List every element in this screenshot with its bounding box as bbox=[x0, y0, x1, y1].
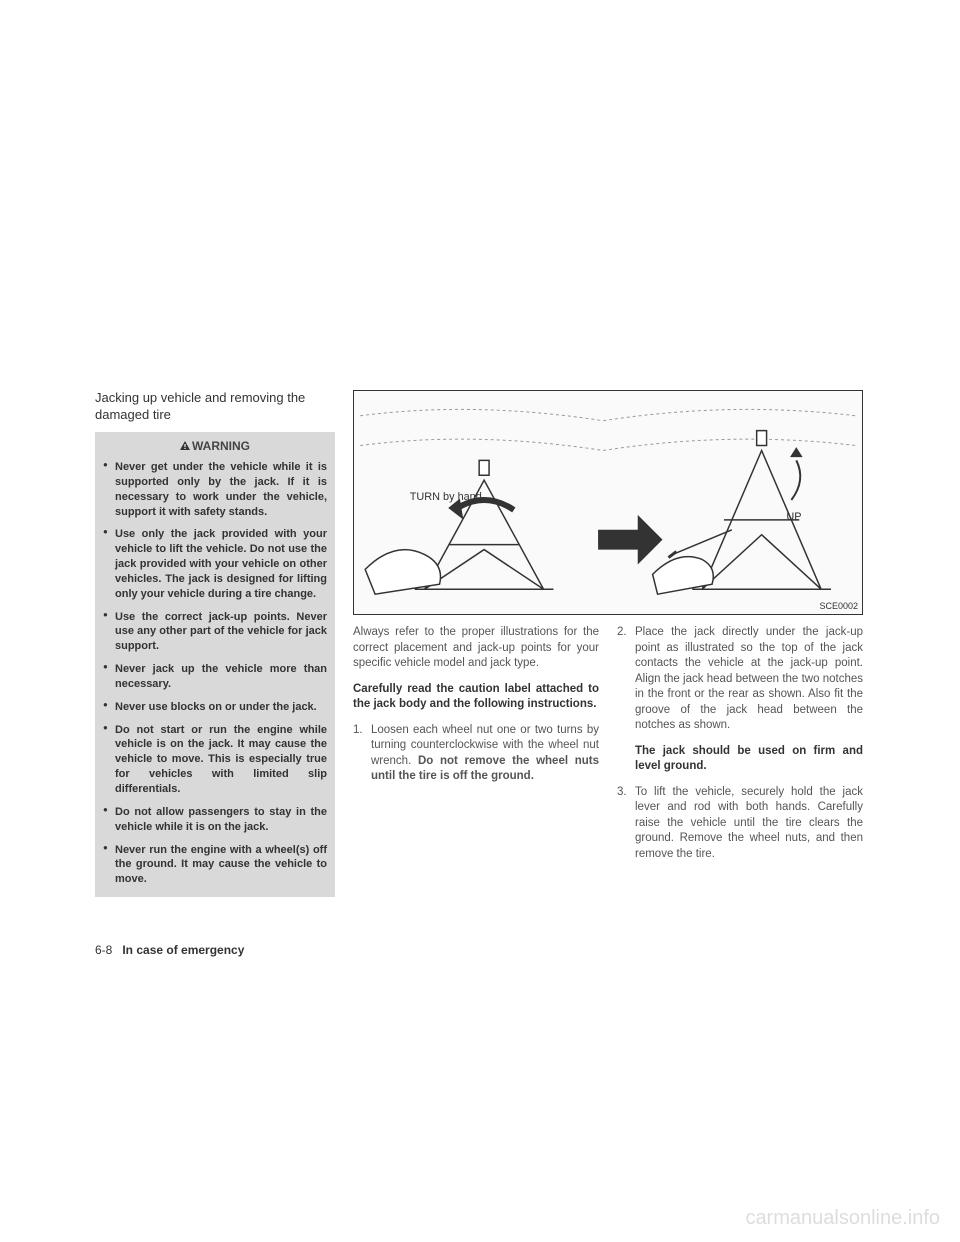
warning-item: Do not allow passengers to stay in the v… bbox=[103, 805, 327, 835]
column-2: Always refer to the proper illustrations… bbox=[353, 625, 599, 872]
watermark-text: carmanualsonline.info bbox=[745, 1207, 940, 1230]
warning-triangle-icon bbox=[180, 441, 190, 451]
step-number: 3. bbox=[617, 785, 627, 801]
warning-item: Never get under the vehicle while it is … bbox=[103, 460, 327, 519]
warning-heading-text: WARNING bbox=[192, 439, 250, 453]
steps-list-a: 1.Loosen each wheel nut one or two turns… bbox=[353, 723, 599, 785]
step-item: 1.Loosen each wheel nut one or two turns… bbox=[353, 723, 599, 785]
section-name: In case of emergency bbox=[122, 943, 244, 957]
warning-item: Use the correct jack-up points. Never us… bbox=[103, 610, 327, 655]
step-number: 2. bbox=[617, 625, 627, 641]
intro-paragraph: Always refer to the proper illustrations… bbox=[353, 625, 599, 672]
warning-item: Never jack up the vehicle more than nece… bbox=[103, 662, 327, 692]
steps-list-c: 3. To lift the vehicle, securely hold the… bbox=[617, 785, 863, 863]
turn-label: TURN by hand bbox=[410, 491, 482, 503]
jack-diagram-svg: TURN by hand bbox=[354, 391, 862, 614]
column-right-wrap: TURN by hand bbox=[353, 390, 863, 897]
warning-heading: WARNING bbox=[103, 438, 327, 454]
column-3: 2. Place the jack directly under the jack… bbox=[617, 625, 863, 872]
warning-box: WARNING Never get under the vehicle whil… bbox=[95, 432, 335, 897]
warning-item: Never use blocks on or under the jack. bbox=[103, 700, 327, 715]
warning-item: Use only the jack provided with your veh… bbox=[103, 527, 327, 601]
column-1: Jacking up vehicle and removing the dama… bbox=[95, 390, 335, 897]
page-footer: 6-8 In case of emergency bbox=[95, 943, 244, 957]
step-item: 3. To lift the vehicle, securely hold the… bbox=[617, 785, 863, 863]
step-text: To lift the vehicle, securely hold the j… bbox=[635, 786, 863, 860]
up-label: UP bbox=[786, 511, 801, 523]
columns-2-3: Always refer to the proper illustrations… bbox=[353, 625, 863, 872]
arrow-right-icon bbox=[598, 515, 662, 565]
step-item: 2. Place the jack directly under the jack… bbox=[617, 625, 863, 734]
jack-ground-note: The jack should be used on firm and leve… bbox=[617, 744, 863, 775]
warning-list: Never get under the vehicle while it is … bbox=[103, 460, 327, 887]
step-number: 1. bbox=[353, 723, 363, 739]
jack-illustration: TURN by hand bbox=[353, 390, 863, 615]
warning-item: Never run the engine with a wheel(s) off… bbox=[103, 843, 327, 888]
warning-item: Do not start or run the engine while veh… bbox=[103, 723, 327, 797]
section-subtitle: Jacking up vehicle and removing the dama… bbox=[95, 390, 335, 424]
caution-paragraph: Carefully read the caution label attache… bbox=[353, 682, 599, 713]
step-text: Place the jack directly under the jack-u… bbox=[635, 626, 863, 731]
page-content: Jacking up vehicle and removing the dama… bbox=[95, 390, 865, 897]
steps-list-b: 2. Place the jack directly under the jack… bbox=[617, 625, 863, 734]
figure-code: SCE0002 bbox=[819, 600, 858, 612]
page-number: 6-8 bbox=[95, 943, 112, 957]
